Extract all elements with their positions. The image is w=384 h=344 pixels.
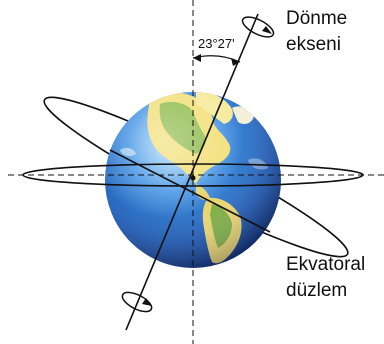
equatorial-plane-label-line1: Ekvatoral [286,254,366,275]
tilt-angle-label: 23°27' [198,36,235,51]
rotation-axis-label-line2: ekseni [286,34,341,55]
top-rotation-arrowhead [262,26,272,34]
top-rotation-ring [241,16,275,38]
bottom-rotation-arrowhead [142,298,152,306]
equatorial-plane-label-line2: düzlem [286,280,348,301]
rotation-axis [125,13,259,331]
bottom-rotation-ring [121,291,153,313]
rotation-axis-label-line1: Dönme [286,8,348,29]
